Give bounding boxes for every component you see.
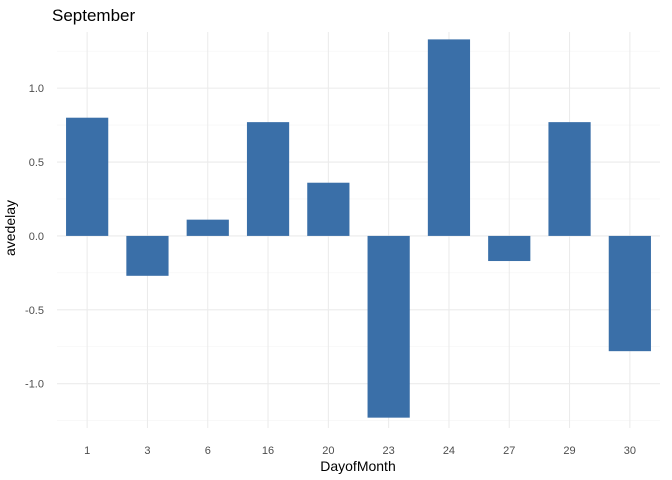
bar-day-30 (608, 235, 651, 352)
x-tick-label: 29 (563, 445, 575, 457)
y-tick-label: 1.0 (29, 83, 44, 95)
x-tick-label: 24 (443, 445, 455, 457)
chart-title: September (52, 6, 135, 25)
y-tick-label: 0.0 (29, 231, 44, 243)
bar-day-20 (307, 182, 350, 236)
y-tick-label: -1.0 (25, 379, 44, 391)
x-tick-label: 1 (84, 445, 90, 457)
x-tick-label: 30 (624, 445, 636, 457)
x-axis-title: DayofMonth (320, 458, 395, 474)
x-axis-ticks: 1 3 6 16 20 23 24 27 29 30 (84, 445, 636, 457)
bar-day-16 (246, 122, 290, 236)
x-tick-label: 16 (262, 445, 274, 457)
bar-day-6 (186, 219, 229, 236)
y-tick-label: -0.5 (25, 305, 44, 317)
x-tick-label: 23 (383, 445, 395, 457)
bar-day-24 (427, 39, 471, 236)
y-axis-ticks: -1.0 -0.5 0.0 0.5 1.0 (25, 83, 44, 391)
y-tick-label: 0.5 (29, 157, 44, 169)
y-axis-title: avedelay (2, 200, 18, 256)
x-tick-label: 20 (322, 445, 334, 457)
bar-day-3 (126, 235, 169, 276)
x-tick-label: 27 (503, 445, 515, 457)
bar-day-1 (66, 117, 109, 236)
bar-day-29 (548, 122, 591, 236)
x-tick-label: 6 (205, 445, 211, 457)
bar-day-27 (488, 235, 531, 262)
bar-day-23 (367, 235, 410, 418)
bars (66, 39, 651, 418)
x-tick-label: 3 (144, 445, 150, 457)
